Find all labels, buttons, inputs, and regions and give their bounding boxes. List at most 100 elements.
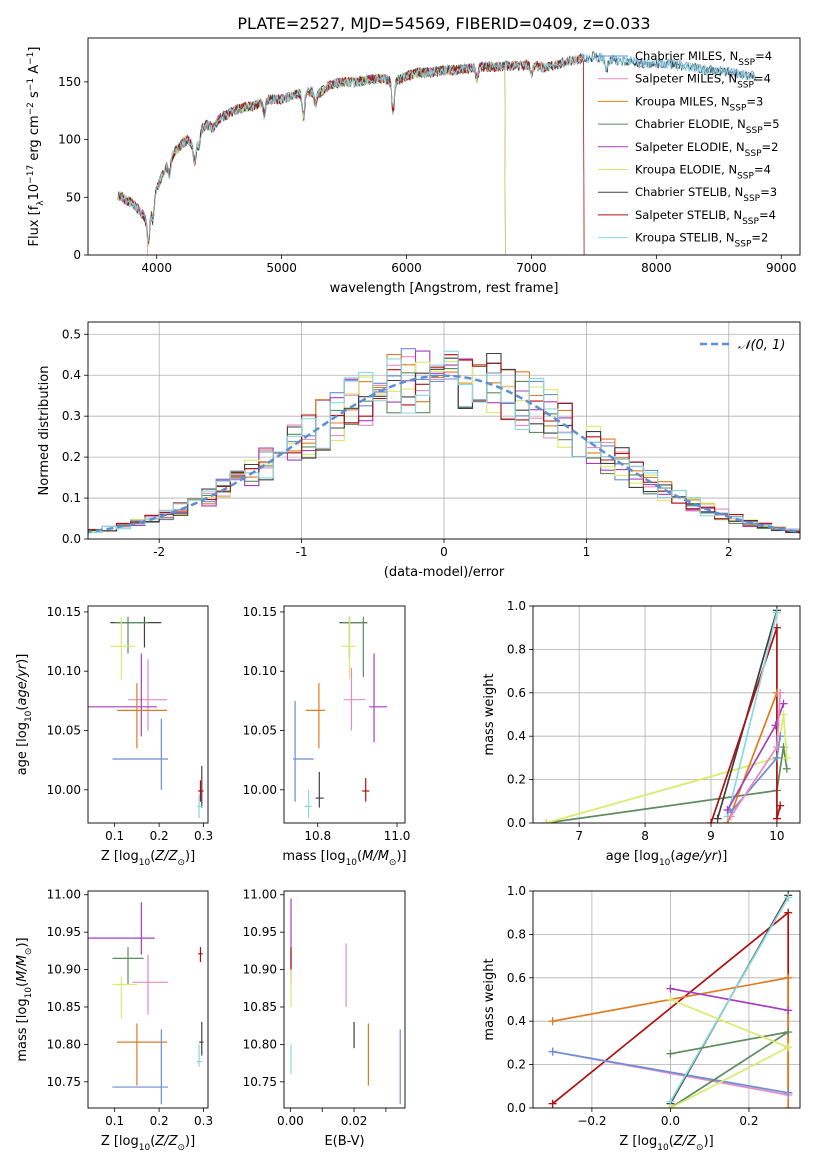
x-axis-label-part: )] — [185, 1134, 195, 1149]
x-axis-label: age [log10(age/yr)] — [606, 849, 728, 868]
legend-label-value: =4 — [754, 72, 771, 86]
y-tick-label: 0.3 — [62, 409, 81, 423]
mass-weight-line — [726, 612, 778, 817]
y-axis-label-part: 10 — [24, 710, 34, 722]
x-axis-label-part: Z [log — [101, 1134, 139, 1149]
legend-label: Chabrier MILES, NSSP=4 — [635, 49, 772, 68]
y-tick-label: 1.0 — [507, 599, 526, 613]
y-tick-label: 0.4 — [62, 368, 81, 382]
y-tick-label: 10.80 — [47, 1037, 81, 1051]
x-axis-label-part: ( — [357, 849, 362, 864]
legend-label-sub: SSP — [746, 126, 763, 136]
x-axis-label-part: )] — [396, 849, 406, 864]
legend-label-name: Salpeter STELIB, N — [635, 208, 742, 222]
plot-area — [548, 891, 793, 1108]
legend-label-sub: SSP — [737, 81, 754, 91]
x-tick-label: 9000 — [766, 261, 797, 275]
y-tick-label: 11.00 — [243, 888, 277, 902]
x-axis-label: wavelength [Angstrom, rest frame] — [330, 281, 559, 296]
spectrum-line-kroupa-miles — [117, 55, 585, 255]
legend-label-sub: SSP — [742, 217, 759, 227]
legend-label-name: Kroupa ELODIE, N — [635, 163, 737, 177]
y-tick-label: 10.95 — [47, 925, 81, 939]
x-tick-label: 10 — [769, 829, 784, 843]
legend-label: Kroupa ELODIE, NSSP=4 — [635, 163, 771, 182]
legend-label-sub: SSP — [745, 149, 762, 159]
y-axis-label-part: )] — [15, 937, 30, 947]
mass-weight-line — [726, 692, 778, 823]
x-tick-label: 0.1 — [105, 829, 124, 843]
x-axis-label-part: ⊙ — [389, 858, 397, 868]
y-axis-label-part: age/yr — [15, 662, 30, 705]
x-tick-label: 11.0 — [384, 829, 411, 843]
y-axis-label: Normed distribution — [37, 366, 52, 496]
y-tick-label: 0.4 — [507, 729, 526, 743]
x-tick-label: 0 — [440, 545, 448, 559]
panel-residuals: -2 -1 0 1 2 0.0 0.1 0.2 0.3 0.4 0.5 𝒩(0, 1) (data-mo… — [37, 321, 801, 580]
y-tick-label: 0.2 — [507, 1058, 526, 1072]
axes-frame — [87, 37, 801, 256]
y-tick-label: 10.90 — [47, 963, 81, 977]
histogram-step — [88, 350, 800, 535]
y-tick-label: 10.05 — [47, 724, 81, 738]
y-tick-label: 10.00 — [243, 783, 277, 797]
legend-label: Kroupa MILES, NSSP=3 — [635, 94, 763, 113]
y-tick-label: 10.85 — [243, 1000, 277, 1014]
x-axis-label-part: Z [log — [619, 1134, 657, 1149]
y-axis-label-part: erg cm — [27, 115, 42, 164]
y-tick-label: 10.75 — [243, 1075, 277, 1089]
y-tick-label: 10.10 — [47, 664, 81, 678]
panel-spectrum: 4000 5000 6000 7000 8000 9000 0 50 100 150 Chabrie… — [26, 37, 801, 296]
x-axis-label-part: 10 — [346, 858, 358, 868]
legend-label: Chabrier ELODIE, NSSP=5 — [635, 117, 780, 136]
y-tick-label: 0.8 — [507, 927, 526, 941]
y-tick-label: 1.0 — [507, 884, 526, 898]
legend-label-name: Chabrier MILES, N — [635, 49, 738, 63]
x-tick-label: 6000 — [391, 261, 422, 275]
x-axis-label-part: (data-model)/error — [384, 565, 505, 580]
y-axis-label-part: age [log — [15, 722, 30, 775]
legend-label-value: =4 — [755, 49, 772, 63]
x-axis-label-part: age [log — [606, 849, 659, 864]
legend-label-value: =4 — [759, 208, 776, 222]
x-axis-label: Z [log10(Z/Z⊙)] — [101, 849, 195, 868]
legend-label-sub: SSP — [738, 58, 755, 68]
y-axis-label: Flux [fλ10−17 erg cm−2 s−1 A−1] — [26, 47, 46, 247]
panel-massweight-vs-Z: −0.2 0.0 0.2 0.0 0.2 0.4 0.6 0.8 1.0 Z [log10(Z/Z… — [482, 884, 801, 1153]
x-axis-label-part: mass [log — [282, 849, 345, 864]
y-axis-label-part: −1 — [26, 52, 36, 65]
x-axis-label-part: Z/Z — [673, 1134, 697, 1149]
y-tick-label: 10.05 — [243, 724, 277, 738]
panels: 4000 5000 6000 7000 8000 9000050100150Chabrie… — [15, 37, 801, 1153]
normal-reference-curve — [88, 374, 800, 534]
legend-label-value: =2 — [762, 140, 779, 154]
x-axis-label: E(B-V) — [324, 1134, 364, 1149]
x-axis-label-part: 10 — [139, 858, 151, 868]
y-tick-label: 0.8 — [507, 642, 526, 656]
x-axis-label-part: ( — [150, 1134, 155, 1149]
spectrum-line-kroupa-stelib — [117, 52, 756, 243]
y-tick-label: 10.00 — [47, 783, 81, 797]
mass-weight-line — [730, 692, 782, 817]
legend-label-value: =3 — [746, 94, 763, 108]
x-tick-label: 0.2 — [150, 1114, 169, 1128]
x-tick-label: 0.2 — [150, 829, 169, 843]
x-tick-label: 0.2 — [739, 1114, 758, 1128]
y-tick-label: 0.6 — [507, 971, 526, 985]
y-axis-label: age [log10(age/yr)] — [15, 654, 34, 776]
legend-label-name: Chabrier ELODIE, N — [635, 117, 746, 131]
figure-title: PLATE=2527, MJD=54569, FIBERID=0409, z=0… — [237, 14, 650, 33]
y-tick-label: 10.90 — [243, 963, 277, 977]
y-axis-label-part: Normed distribution — [37, 366, 52, 496]
x-axis-label: Z [log10(Z/Z⊙)] — [619, 1134, 713, 1153]
legend-label: Chabrier STELIB, NSSP=3 — [635, 185, 777, 204]
axes-frame — [532, 605, 801, 824]
y-axis-label-part: mass [log — [15, 998, 30, 1061]
x-axis-label-part: ( — [669, 1134, 674, 1149]
y-tick-label: 100 — [58, 133, 81, 147]
x-axis-label-part: wavelength [Angstrom, rest frame] — [330, 281, 559, 296]
x-axis-label-part: ⊙ — [696, 1143, 704, 1153]
